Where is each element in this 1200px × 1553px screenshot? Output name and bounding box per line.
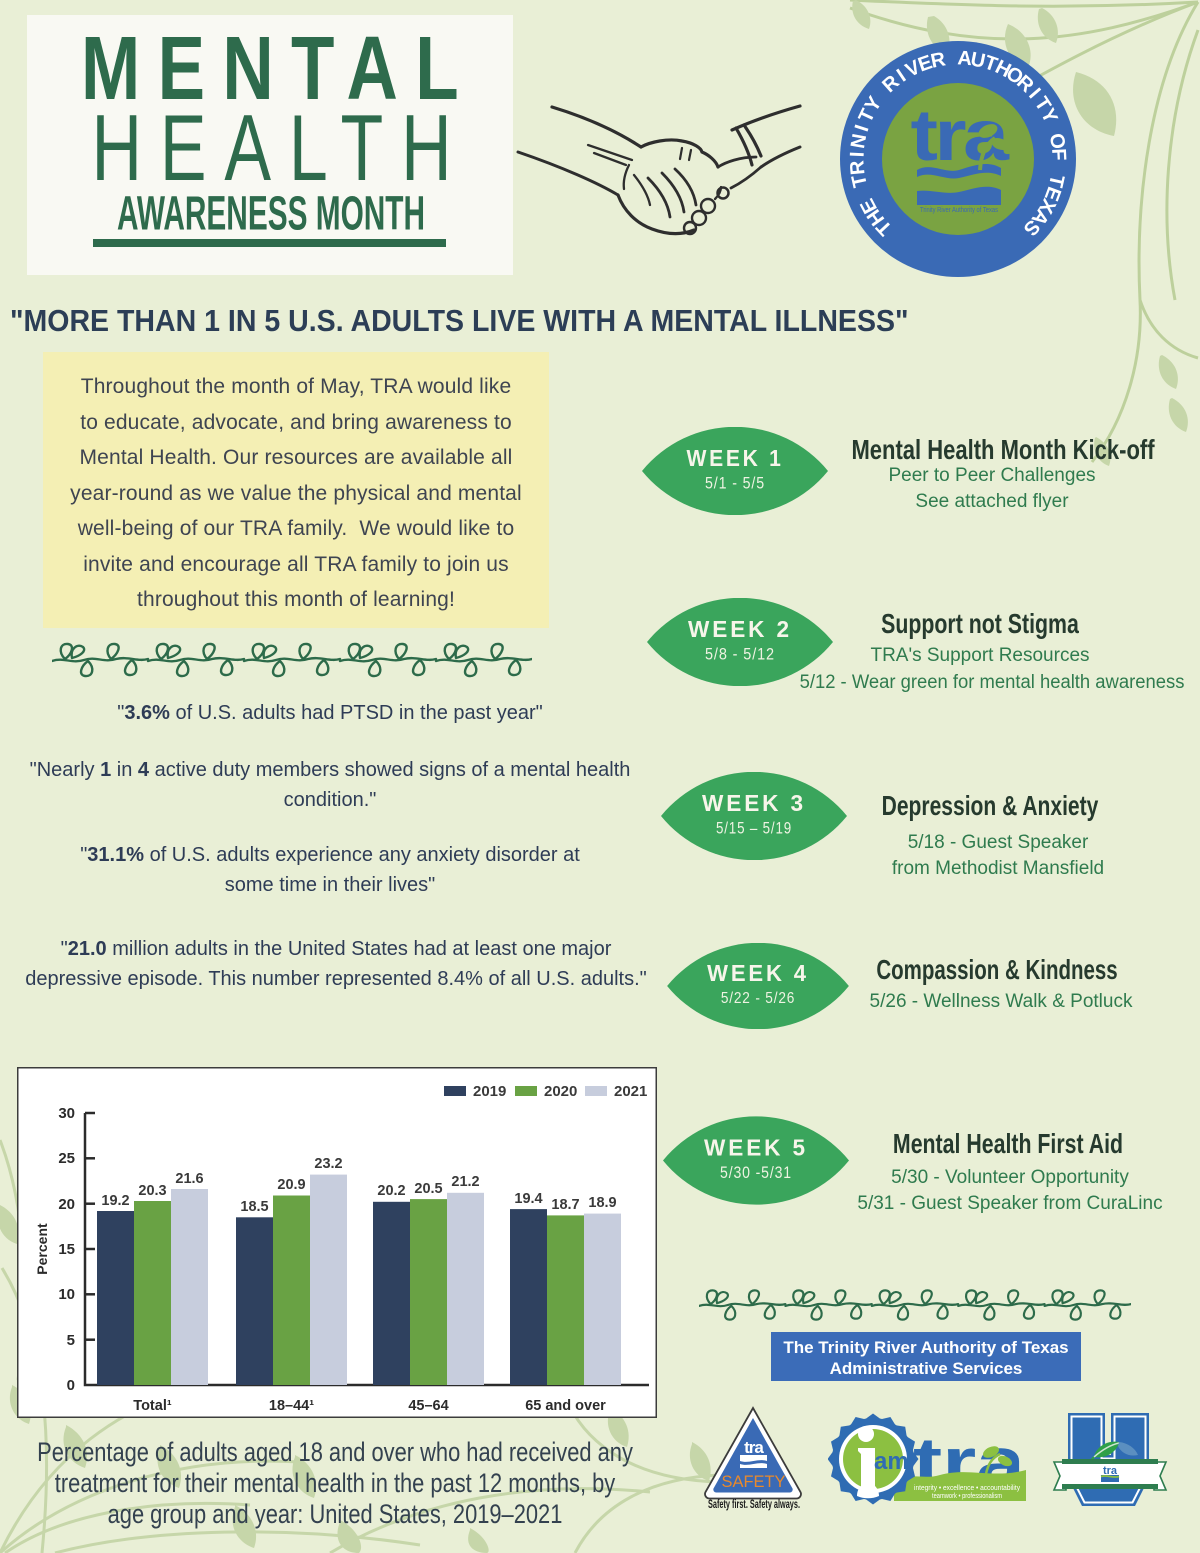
svg-text:T: T [1044, 173, 1068, 190]
svg-text:20.9: 20.9 [277, 1177, 305, 1193]
svg-text:19.2: 19.2 [101, 1193, 129, 1209]
svg-text:21.6: 21.6 [175, 1171, 203, 1187]
svg-text:5/15 – 5/19: 5/15 – 5/19 [716, 820, 792, 838]
svg-text:5/22 - 5/26: 5/22 - 5/26 [721, 989, 795, 1007]
svg-text:WEEK 4: WEEK 4 [707, 960, 809, 986]
svg-text:teamwork • professionalism: teamwork • professionalism [932, 1493, 1002, 1500]
svg-text:65 and over: 65 and over [525, 1398, 606, 1414]
svg-text:18–44¹: 18–44¹ [269, 1398, 314, 1414]
svg-text:Safety first. Safety always.: Safety first. Safety always. [708, 1499, 800, 1511]
svg-text:Percent: Percent [34, 1223, 50, 1275]
svg-text:18.7: 18.7 [551, 1197, 579, 1213]
svg-text:T: T [848, 173, 872, 190]
svg-text:O: O [1045, 132, 1069, 151]
svg-text:F: F [1047, 148, 1070, 161]
svg-text:20.5: 20.5 [414, 1181, 442, 1197]
svg-text:15: 15 [58, 1241, 75, 1258]
svg-text:19.4: 19.4 [514, 1191, 542, 1207]
svg-text:Trinity River Authority of Tex: Trinity River Authority of Texas [920, 205, 998, 214]
svg-text:I: I [846, 151, 868, 158]
svg-text:25: 25 [58, 1150, 75, 1167]
svg-text:MENTAL: MENTAL [81, 19, 476, 119]
svg-text:R: R [846, 159, 869, 176]
svg-text:A: A [957, 47, 973, 70]
svg-text:10: 10 [58, 1286, 75, 1303]
svg-text:WEEK 5: WEEK 5 [704, 1135, 808, 1161]
svg-text:tra: tra [911, 96, 1011, 176]
svg-text:2019: 2019 [473, 1083, 506, 1100]
svg-text:am: am [874, 1448, 909, 1475]
svg-text:20.2: 20.2 [377, 1183, 405, 1199]
svg-text:tra: tra [1103, 1465, 1118, 1477]
svg-text:WEEK 1: WEEK 1 [687, 445, 784, 471]
svg-text:21.2: 21.2 [451, 1174, 479, 1190]
svg-text:20: 20 [58, 1196, 75, 1213]
svg-text:5/8 - 5/12: 5/8 - 5/12 [705, 646, 775, 664]
svg-text:AWARENESS MONTH: AWARENESS MONTH [117, 188, 425, 241]
svg-text:N: N [847, 132, 871, 150]
svg-text:R: R [929, 48, 948, 73]
svg-text:18.5: 18.5 [240, 1199, 268, 1215]
svg-text:0: 0 [67, 1377, 75, 1394]
svg-text:45–64: 45–64 [408, 1398, 448, 1414]
svg-text:30: 30 [58, 1105, 75, 1122]
svg-text:HEALTH: HEALTH [92, 95, 470, 200]
svg-text:23.2: 23.2 [314, 1156, 342, 1172]
svg-text:Total¹: Total¹ [133, 1398, 172, 1414]
svg-text:U: U [969, 48, 988, 72]
svg-text:18.9: 18.9 [588, 1195, 616, 1211]
svg-text:tra: tra [744, 1438, 764, 1457]
svg-text:2021: 2021 [614, 1083, 647, 1100]
svg-text:SAFETY: SAFETY [722, 1473, 786, 1491]
svg-text:integrity • excellence • accou: integrity • excellence • accountability [914, 1485, 1020, 1492]
svg-text:WEEK 2: WEEK 2 [688, 616, 792, 642]
svg-text:5/1 - 5/5: 5/1 - 5/5 [705, 475, 765, 493]
svg-text:5/30 -5/31: 5/30 -5/31 [720, 1164, 792, 1182]
svg-text:WEEK 3: WEEK 3 [702, 790, 806, 816]
svg-text:5: 5 [67, 1332, 75, 1349]
svg-text:2020: 2020 [544, 1083, 577, 1100]
svg-text:20.3: 20.3 [138, 1183, 166, 1199]
